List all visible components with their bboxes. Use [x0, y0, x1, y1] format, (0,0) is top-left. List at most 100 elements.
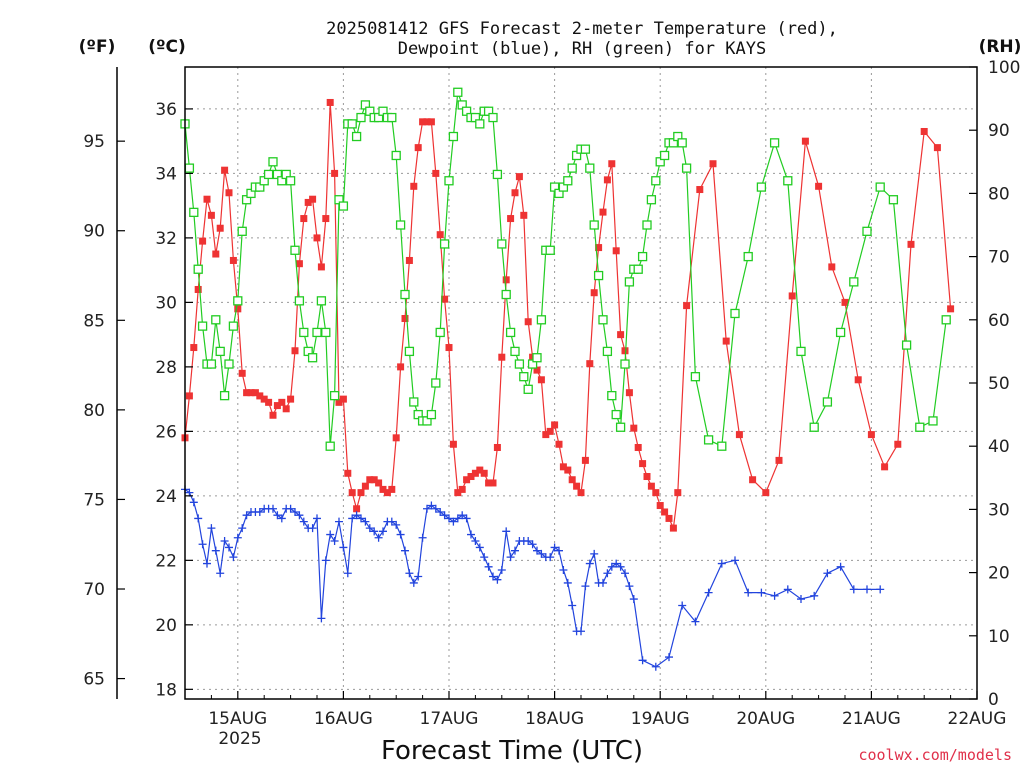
dewpoint-point [612, 559, 621, 568]
temperature-point [485, 479, 493, 487]
rh-point [294, 296, 305, 306]
dewpoint-point [321, 556, 330, 565]
rh-point [849, 277, 859, 287]
temperature-point [683, 302, 691, 310]
temperature-point [397, 363, 405, 371]
dewpoint-point [625, 582, 634, 591]
dewpoint-point [427, 501, 436, 510]
dewpoint-point [528, 540, 537, 549]
dewpoint-point [449, 517, 458, 526]
dewpoint-point [607, 562, 616, 571]
rh-tick-label: 40 [988, 437, 1010, 457]
dewpoint-point [783, 585, 792, 594]
temperature-point [669, 524, 677, 532]
temperature-point [489, 479, 497, 487]
rh-tick-label: 30 [988, 500, 1010, 520]
dewpoint-point [211, 546, 220, 555]
dewpoint-point [546, 553, 555, 562]
rh-tick-label: 90 [988, 121, 1010, 141]
temperature-point [375, 479, 383, 487]
axis-layer: 15AUG 16AUG 17AUG 18AUG 19AUG 20AUG 21AUG 22AUG… [83, 58, 1020, 729]
dewpoint-point [299, 517, 308, 526]
temperature-point [269, 411, 277, 419]
x-axis-label: Forecast Time (UTC) [381, 736, 643, 766]
temperature-point [335, 398, 343, 406]
temperature-point [256, 392, 264, 400]
temperature-point [537, 376, 545, 384]
fahrenheit-tick-label: 75 [83, 490, 105, 510]
temperature-point [441, 295, 449, 303]
rh-tick-label: 80 [988, 184, 1010, 204]
temperature-point [436, 231, 444, 239]
temperature-point [295, 260, 303, 268]
temperature-point [216, 224, 224, 232]
temperature-point [322, 215, 330, 223]
rh-point [263, 169, 274, 180]
dewpoint-point [823, 569, 832, 578]
temperature-point [559, 463, 567, 471]
temperature-point [907, 240, 915, 248]
rh-point [611, 409, 621, 420]
dewpoint-point [189, 498, 198, 507]
series-layer [180, 87, 955, 671]
dewpoint-point [704, 588, 713, 597]
temperature-point [282, 405, 290, 413]
temperature-point [304, 198, 312, 206]
rh-point [941, 315, 951, 325]
dewpoint-point [621, 569, 629, 578]
rh-point [321, 327, 331, 338]
temperature-point [564, 466, 572, 474]
dewpoint-point [194, 514, 203, 523]
dewpoint-point [757, 588, 766, 597]
temperature-point [599, 208, 607, 216]
temperature-point [920, 127, 928, 135]
rh-point [193, 264, 203, 274]
rh-point [915, 422, 925, 432]
temperature-point [801, 137, 809, 145]
rh-point [585, 163, 595, 173]
temperature-point [317, 263, 325, 271]
temperature-point [194, 285, 202, 293]
temperature-point [603, 176, 611, 184]
dewpoint-point [216, 569, 225, 578]
temperature-point [630, 424, 638, 432]
rh-point [453, 87, 463, 97]
dewpoint-point [233, 533, 242, 542]
temperature-point [639, 460, 647, 468]
rh-point [835, 327, 846, 338]
dewpoint-point [229, 553, 238, 562]
temperature-point [573, 482, 581, 490]
rh-point [888, 195, 899, 205]
rh-point [492, 169, 503, 180]
celsius-tick-label: 20 [155, 616, 177, 636]
temperature-point [458, 485, 466, 493]
rh-point [233, 296, 243, 306]
temperature-point [652, 489, 660, 497]
rh-point [426, 409, 437, 420]
temperature-point [749, 476, 757, 484]
dewpoint-point [484, 562, 493, 571]
dewpoint-point [423, 504, 431, 513]
rh-tick-label: 70 [988, 248, 1010, 268]
temperature-point [414, 144, 422, 152]
temperature-point [419, 118, 427, 126]
rh-point [637, 251, 648, 262]
temperature-point [762, 489, 770, 497]
dewpoint-point [638, 656, 647, 665]
dewpoint-point [691, 617, 700, 626]
rh-point [307, 353, 318, 363]
temperature-point [353, 505, 361, 513]
temperature-point [661, 508, 669, 516]
dewpoint-point [392, 520, 401, 529]
credit-link[interactable]: coolwx.com/models [858, 746, 1012, 764]
temperature-point [405, 256, 413, 264]
temperature-point [287, 395, 295, 403]
rh-point [567, 163, 577, 173]
x-tick-label: 19AUG [631, 709, 690, 729]
rh-tick-label: 60 [988, 311, 1010, 331]
dewpoint-point [295, 511, 304, 520]
rh-point [703, 435, 714, 445]
rh-point [400, 289, 410, 300]
rh-point [510, 346, 520, 357]
